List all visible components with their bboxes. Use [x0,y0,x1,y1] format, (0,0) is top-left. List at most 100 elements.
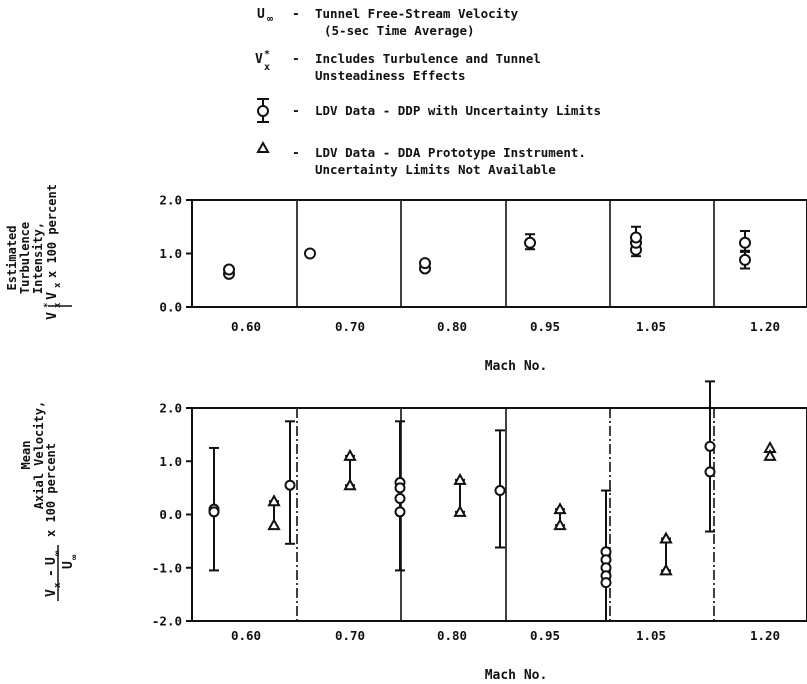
svg-text:x: x [53,302,63,308]
data-point-triangle [453,504,467,517]
gridlines [296,408,715,621]
data-point-triangle [343,448,357,461]
x-tick-label: 1.05 [636,319,666,334]
svg-text:x: x [53,282,63,288]
legend-text-line2: Unsteadiness Effects [315,68,466,83]
data-marks [223,225,751,280]
y-axis-label-suffix: x 100 percent [45,184,59,278]
y-axis-label-line: Estimated [5,225,19,290]
svg-text:U: U [44,557,59,565]
svg-text:U: U [61,561,76,569]
x-tick-label: 0.60 [231,628,261,643]
data-point-triangle [553,518,567,531]
chart-turbulence: Estimated Turbulence Intensity, V * x V … [5,184,807,374]
x-tick-label: 0.95 [530,628,560,643]
x-tick-label: 0.80 [437,319,467,334]
data-point-triangle [763,448,777,461]
data-point-circle [739,253,751,266]
y-tick-label: 0.0 [159,507,182,522]
legend-symbol-v-superscript: * [264,49,270,60]
x-axis-label: Mach No. [485,668,548,683]
x-ticks: 0.60 0.70 0.80 0.95 1.05 1.20 [231,628,780,643]
x-tick-label: 0.95 [530,319,560,334]
data-point-circle [704,440,716,452]
legend-dash: - [292,104,300,119]
data-point-triangle [453,472,467,485]
y-ticks: -2.0 -1.0 0.0 1.0 2.0 [152,401,192,629]
data-point-circle [208,506,220,518]
legend-text-line1: LDV Data - DDP with Uncertainty Limits [315,103,601,118]
y-axis-label: Estimated Turbulence Intensity, V * x V … [5,184,72,320]
y-tick-label: 2.0 [159,193,182,208]
y-axis-label-line: Intensity, [31,222,45,294]
x-tick-label: 0.80 [437,628,467,643]
svg-text:V: V [44,589,59,597]
data-point-triangle [553,502,567,515]
data-point-circle [524,236,536,249]
legend-symbol-u-subscript: ∞ [267,14,273,25]
data-point-circle [394,493,406,505]
data-point-triangle [659,563,673,576]
error-bar [705,380,715,533]
data-point-circle [494,485,506,497]
data-point-circle [419,257,431,270]
y-tick-label: 1.0 [159,246,182,261]
legend-text-line2: (5-sec Time Average) [324,23,475,38]
data-point-circle [394,506,406,518]
data-point-triangle [343,478,357,491]
data-point-circle [600,577,612,589]
svg-text:∞: ∞ [70,554,80,560]
y-tick-label: -2.0 [152,614,182,629]
legend-symbol-u: U [257,7,265,22]
x-tick-label: 1.20 [750,319,780,334]
svg-text:V: V [45,312,60,320]
y-tick-label: -1.0 [152,560,182,575]
data-point-circle [284,479,296,491]
y-tick-label: 1.0 [159,454,182,469]
y-axis-label-line: Axial Velocity, [32,401,46,509]
triangle-symbol-icon [256,140,270,153]
circle-errorbar-symbol-icon [257,98,269,123]
y-tick-label: 2.0 [159,401,182,416]
legend-symbol-v-subscript: x [264,62,270,73]
data-point-circle [704,466,716,478]
y-axis-formula: V * x V x x 100 percent [43,184,72,320]
legend-text-line1: Includes Turbulence and Tunnel [315,51,541,66]
x-tick-label: 0.70 [335,319,365,334]
legend-dash: - [292,52,300,67]
svg-text:-: - [44,569,59,577]
y-axis-label-suffix: x 100 percent [44,443,58,537]
data-point-triangle [267,518,281,531]
data-point-triangle [659,531,673,544]
x-tick-label: 1.20 [750,628,780,643]
legend-item-ddp: - LDV Data - DDP with Uncertainty Limits [257,98,601,123]
legend-symbol-v: V [255,52,263,67]
svg-text:V: V [45,292,60,300]
x-tick-label: 1.05 [636,628,666,643]
legend: U ∞ - Tunnel Free-Stream Velocity (5-sec… [255,6,601,177]
y-ticks: 0.0 1.0 2.0 [159,193,192,315]
data-point-circle [630,231,642,244]
data-point-circle [304,247,316,260]
legend-text-line1: Tunnel Free-Stream Velocity [315,6,519,21]
y-axis-formula: V x - U ∞ U ∞ x 100 percent [44,443,80,601]
legend-text-line2: Uncertainty Limits Not Available [315,162,556,177]
y-axis-label: Mean Axial Velocity, V x - U ∞ U ∞ x 100… [19,401,80,601]
data-point-circle [739,236,751,249]
y-axis-label-line: Mean [19,441,33,470]
y-axis-label-line: Turbulence [18,222,32,294]
chart-axial-velocity: Mean Axial Velocity, V x - U ∞ U ∞ x 100… [19,380,807,683]
x-tick-label: 0.70 [335,628,365,643]
x-axis-label: Mach No. [485,359,548,374]
x-tick-label: 0.60 [231,319,261,334]
data-point-circle [394,482,406,494]
gridlines [296,200,715,307]
legend-dash: - [292,7,300,22]
legend-item-u-infinity: U ∞ - Tunnel Free-Stream Velocity (5-sec… [257,6,519,38]
data-point-triangle [267,494,281,507]
legend-item-dda: - LDV Data - DDA Prototype Instrument. U… [256,140,586,177]
x-ticks: 0.60 0.70 0.80 0.95 1.05 1.20 [231,319,780,334]
data-marks [208,380,777,622]
data-point-circle [223,263,235,276]
